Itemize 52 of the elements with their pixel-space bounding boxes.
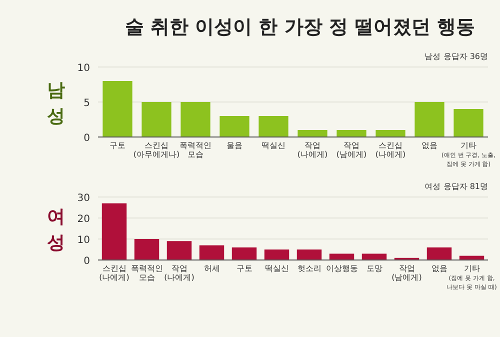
x-tick-label: 스킨십 (나에게) <box>375 141 406 159</box>
bar <box>362 254 387 260</box>
x-tick-label: 구토 <box>236 264 252 273</box>
x-tick-label: 작업 (나에게) <box>164 264 194 282</box>
x-tick-label: 스킨십 (나에게) <box>99 264 130 282</box>
x-tick-label: 이상행동 <box>326 264 358 273</box>
x-tick-label: 폭력적인 모습 <box>130 264 163 282</box>
bar <box>166 241 192 260</box>
x-tick-label: 없음 <box>431 264 448 273</box>
bar <box>102 203 127 260</box>
y-axis-title: 남성 <box>47 80 65 127</box>
y-tick-label: 10 <box>77 63 90 74</box>
x-tick-label: 없음 <box>422 141 438 150</box>
bar <box>220 116 250 137</box>
text: 남성 응답자 36명 <box>424 52 488 61</box>
bar <box>102 81 132 137</box>
x-tick-label: 떡실신 <box>264 264 289 273</box>
x-tick-label: 작업 (남에게) <box>336 141 367 159</box>
x-tick-label: 스킨십 (아무에게나) <box>133 141 180 159</box>
y-axis-title: 여성 <box>47 206 65 254</box>
y-tick-label: 0 <box>84 133 90 144</box>
bar <box>264 250 290 260</box>
bar <box>232 247 257 260</box>
bar <box>199 245 224 260</box>
x-tick-label: 작업 (나에게) <box>297 141 328 159</box>
x-tick-label: 허세 <box>204 264 220 273</box>
x-tick-label: 도망 <box>366 264 382 273</box>
bar <box>258 116 288 137</box>
bar <box>376 130 406 137</box>
x-tick-label: 떡실신 <box>262 141 286 150</box>
y-tick-label: 10 <box>77 235 90 246</box>
bar <box>142 102 172 137</box>
bar <box>329 254 354 260</box>
x-tick-label: 헛소리 <box>297 264 322 273</box>
x-tick-label: 작업 (남에게) <box>392 264 422 282</box>
x-tick-label: 구토 <box>110 141 126 150</box>
bar <box>134 239 160 260</box>
text: 여성 응답자 81명 <box>424 182 488 191</box>
x-tick-label: 울음 <box>226 141 242 150</box>
x-tick-label: 폭력적인 모습 <box>180 141 212 159</box>
chart-title: 술 취한 이성이 한 가장 정 떨어졌던 행동 <box>124 16 476 38</box>
bar <box>454 109 484 137</box>
bar <box>414 102 444 137</box>
bar <box>180 102 210 137</box>
y-tick-label: 20 <box>77 214 90 225</box>
y-tick-label: 0 <box>84 256 90 267</box>
bar <box>426 247 452 260</box>
y-tick-label: 5 <box>84 98 90 109</box>
bar <box>336 130 366 137</box>
bar <box>298 130 328 137</box>
y-tick-label: 30 <box>77 193 90 204</box>
bar <box>296 250 322 260</box>
